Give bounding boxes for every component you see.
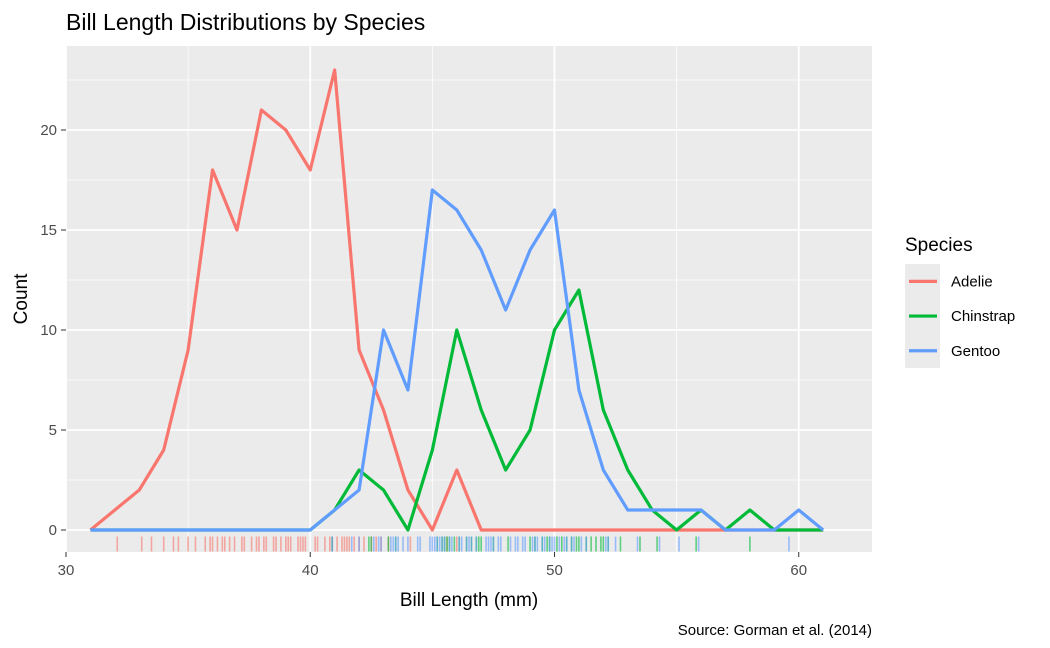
y-axis-title: Count xyxy=(11,273,32,324)
source-caption: Source: Gorman et al. (2014) xyxy=(678,622,872,639)
x-tick-label: 50 xyxy=(546,562,563,579)
legend-label-adelie: Adelie xyxy=(951,273,993,290)
y-tick-label: 15 xyxy=(40,222,57,239)
series-line-adelie xyxy=(89,68,824,532)
x-tick-label: 30 xyxy=(58,562,75,579)
plot-panel xyxy=(66,46,872,552)
rug-marks xyxy=(116,536,790,552)
chart-title: Bill Length Distributions by Species xyxy=(66,9,425,35)
y-tick-label: 0 xyxy=(49,522,57,539)
y-tick-label: 20 xyxy=(40,122,57,139)
x-axis-title: Bill Length (mm) xyxy=(400,590,538,611)
legend-label-chinstrap: Chinstrap xyxy=(951,308,1015,325)
series-line-gentoo xyxy=(90,188,825,532)
legend: Species Adelie Chinstrap Gentoo xyxy=(905,235,1015,368)
legend-title: Species xyxy=(905,235,973,256)
x-tick-label: 60 xyxy=(790,562,807,579)
x-axis: 30 40 50 60 xyxy=(58,552,807,579)
y-tick-label: 10 xyxy=(40,322,57,339)
y-tick-label: 5 xyxy=(49,422,57,439)
y-axis: 0 5 10 15 20 xyxy=(40,122,66,539)
series-lines xyxy=(89,68,825,532)
legend-label-gentoo: Gentoo xyxy=(951,343,1000,360)
x-tick-label: 40 xyxy=(302,562,319,579)
